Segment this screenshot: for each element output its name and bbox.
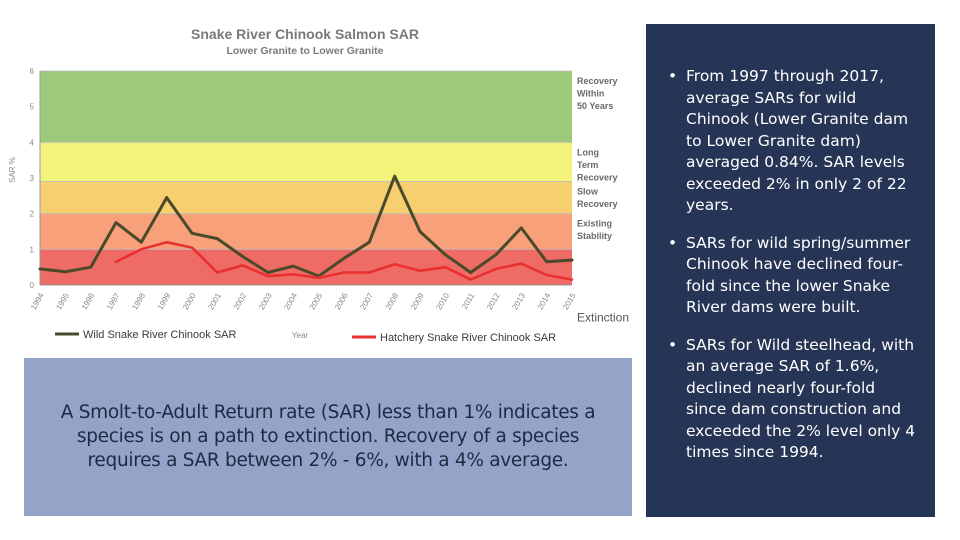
x-tick-label: 2011 [460, 291, 477, 311]
bullet-icon: • [668, 233, 678, 252]
x-axis-label: Year [292, 331, 309, 340]
fact-text: From 1997 through 2017, average SARs for… [686, 67, 909, 214]
x-tick-label: 2003 [257, 291, 274, 311]
x-tick-label: 1998 [130, 291, 147, 311]
y-tick-label: 5 [30, 103, 35, 112]
x-tick-label: 2000 [181, 291, 198, 311]
x-tick-label: 1995 [54, 291, 71, 311]
x-tick-label: 2012 [485, 291, 502, 311]
series-line-wild-snake-river-chinook-sar [38, 174, 574, 278]
x-tick-label: 2015 [561, 291, 578, 311]
band-existing-stability [40, 213, 572, 250]
chart-legend: Wild Snake River Chinook SAR Hatchery Sna… [55, 329, 556, 344]
facts-list: • From 1997 through 2017, average SARs fo… [668, 66, 917, 464]
x-tick-label: 2002 [232, 291, 249, 311]
fact-item: • SARs for wild spring/summer Chinook hav… [668, 233, 917, 319]
info-box-text: A Smolt-to-Adult Return rate (SAR) less … [60, 402, 596, 471]
band-label: Extinction [577, 310, 629, 324]
x-tick-label: 2004 [282, 291, 299, 311]
fact-text: SARs for wild spring/summer Chinook have… [686, 233, 911, 317]
band-long-term-recovery [40, 142, 572, 182]
x-tick-label: 2001 [206, 291, 223, 311]
y-tick-label: 4 [30, 138, 35, 147]
band-label: Recovery Within 50 Years [577, 76, 618, 111]
bullet-icon: • [668, 335, 678, 354]
x-tick-label: 2008 [384, 291, 401, 311]
band-slow-recovery [40, 181, 572, 214]
x-tick-label: 1994 [29, 291, 46, 311]
fact-item: • From 1997 through 2017, average SARs fo… [668, 66, 917, 217]
y-axis-label: SAR % [8, 157, 17, 183]
sar-chart: Recovery Within 50 Years Long Term Recovery Sl… [8, 67, 629, 344]
band-label: Existing Stability [577, 219, 612, 242]
x-tick-label: 2013 [510, 291, 527, 311]
x-tick-label: 2009 [409, 291, 426, 311]
chart-title: Snake River Chinook Salmon SAR [191, 26, 419, 42]
legend-label: Wild Snake River Chinook SAR [83, 329, 237, 341]
band-labels: Recovery Within 50 Years Long Term Recovery Sl… [577, 76, 629, 324]
x-tick-label: 2010 [434, 291, 451, 311]
fact-text: SARs for Wild steelhead, with an average… [686, 335, 916, 462]
y-tick-label: 6 [30, 67, 35, 76]
band-recovery-within-50-years [40, 71, 572, 143]
x-tick-label: 1997 [105, 291, 122, 311]
x-tick-label: 1999 [156, 291, 173, 311]
y-tick-label: 2 [30, 210, 35, 219]
band-label: Long Term Recovery [577, 147, 618, 182]
chart-subtitle: Lower Granite to Lower Granite [226, 45, 384, 57]
y-tick-label: 3 [30, 174, 35, 183]
x-tick-label: 2005 [308, 291, 325, 311]
x-tick-label: 1996 [80, 291, 97, 311]
legend-label: Hatchery Snake River Chinook SAR [380, 332, 556, 344]
y-tick-label: 1 [30, 245, 35, 254]
info-box: A Smolt-to-Adult Return rate (SAR) less … [24, 358, 632, 516]
y-tick-label: 0 [30, 281, 35, 290]
bullet-icon: • [668, 67, 678, 85]
series-line-hatchery-snake-river-chinook-sar [114, 240, 574, 281]
x-tick-label: 2006 [333, 291, 350, 311]
x-tick-label: 2014 [536, 291, 553, 311]
x-tick-label: 2007 [358, 291, 375, 311]
chart-bands [40, 70, 572, 285]
chart-series [38, 174, 574, 281]
band-extinction [40, 249, 572, 285]
band-label: Slow Recovery [577, 187, 618, 210]
fact-item: • SARs for Wild steelhead, with an averag… [668, 335, 917, 464]
x-axis: 1994 1995 1996 1997 1998 1999 2000 2001 2002 2003… [29, 284, 578, 311]
y-axis: 0 1 2 3 4 5 6 [30, 67, 41, 290]
facts-panel: • From 1997 through 2017, average SARs fo… [646, 24, 935, 517]
